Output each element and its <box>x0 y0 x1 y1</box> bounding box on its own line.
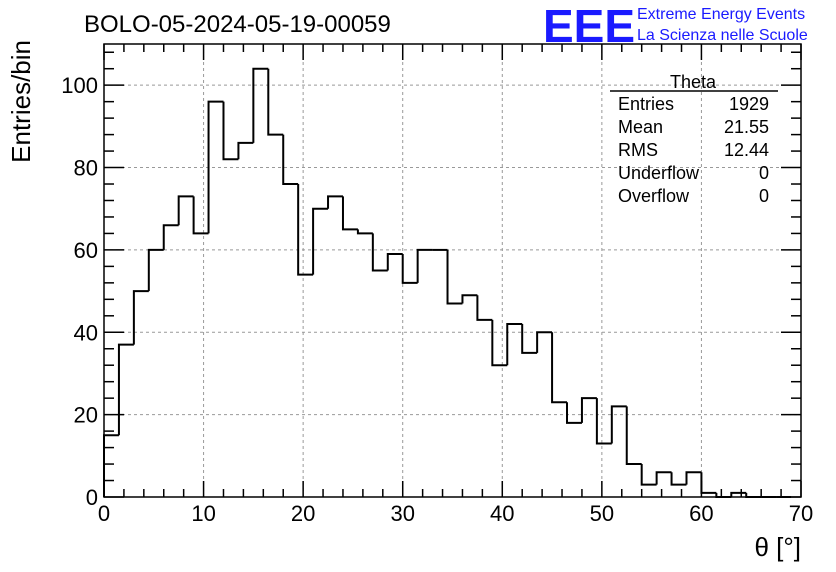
axes <box>103 43 802 498</box>
histogram-bin <box>476 295 493 321</box>
histogram-bin <box>177 195 194 226</box>
histogram-bin <box>237 141 254 160</box>
histogram-bin <box>566 402 582 424</box>
histogram-bin <box>356 229 373 235</box>
stats-label: Overflow <box>618 186 690 206</box>
y-tick-label: 0 <box>86 485 98 510</box>
histogram-bin <box>132 290 149 345</box>
histogram-bin <box>700 472 717 494</box>
stats-rows: Entries 1929 Mean 21.55 RMS 12.44 Underflow 0 Ov… <box>618 94 769 206</box>
histogram-bin <box>551 332 568 404</box>
x-tick-label: 70 <box>789 501 813 526</box>
x-tick-label: 60 <box>689 501 713 526</box>
stats-label: Mean <box>618 117 663 137</box>
histogram-bin <box>670 472 687 486</box>
histogram-bin <box>625 406 642 466</box>
x-tick-label: 0 <box>98 501 110 526</box>
histogram-bin <box>371 233 388 272</box>
histogram-bin <box>416 248 433 283</box>
histogram-bin <box>536 331 553 353</box>
grid-lines <box>104 44 801 497</box>
stats-box: Theta Entries 1929 Mean 21.55 RMS 12.44 Underf… <box>610 72 778 206</box>
stats-value: 12.44 <box>724 140 769 160</box>
histogram-bin <box>162 224 179 250</box>
histogram-bin <box>461 294 478 304</box>
x-tick-label: 30 <box>390 501 414 526</box>
histogram-series <box>103 67 792 498</box>
x-axis-label: θ [°] <box>754 532 801 562</box>
histogram-bin <box>655 471 672 485</box>
x-tick-label: 40 <box>490 501 514 526</box>
histogram-bin <box>327 195 343 209</box>
y-axis-label: Entries/bin <box>6 40 36 163</box>
histogram-bin <box>297 184 314 276</box>
y-tick-label: 60 <box>74 238 98 263</box>
stats-label: Entries <box>618 94 674 114</box>
histogram-bin <box>267 68 284 136</box>
eee-logo: EEE Extreme Energy Events La Scienza nel… <box>543 0 808 52</box>
histogram-bin <box>640 464 657 486</box>
histogram-bin <box>401 254 418 284</box>
histogram-bin <box>491 319 508 367</box>
x-tick-label: 10 <box>191 501 215 526</box>
histogram-bin <box>506 323 523 366</box>
histogram-bin <box>207 100 224 234</box>
stats-label: RMS <box>618 140 658 160</box>
histogram-bin <box>580 397 597 423</box>
histogram-bin <box>685 471 702 485</box>
stats-value: 21.55 <box>724 117 769 137</box>
y-tick-label: 40 <box>74 320 98 345</box>
x-tick-label: 50 <box>590 501 614 526</box>
tick-labels: 0 10 20 30 40 50 60 70 0 20 40 60 80 100 <box>61 73 813 526</box>
histogram-bin <box>386 253 403 271</box>
chart-title: BOLO-05-2024-05-19-00059 <box>84 11 391 38</box>
stats-value: 1929 <box>729 94 769 114</box>
histogram-bin <box>282 134 299 186</box>
histogram-bin <box>192 196 209 235</box>
stats-value: 0 <box>759 186 769 206</box>
plot-frame <box>103 43 802 498</box>
histogram-bin <box>595 398 612 445</box>
histogram-bin <box>117 343 134 436</box>
histogram-bin <box>222 101 239 161</box>
y-tick-label: 80 <box>74 156 98 181</box>
histogram-bin <box>103 434 119 497</box>
stats-label: Underflow <box>618 163 700 183</box>
y-tick-label: 20 <box>74 403 98 428</box>
y-tick-label: 100 <box>61 73 98 98</box>
histogram-bin <box>341 196 358 231</box>
histogram-bin <box>147 248 164 292</box>
histogram-bin <box>521 324 538 354</box>
logo-line2: La Scienza nelle Scuole <box>637 27 808 44</box>
logo-line1: Extreme Energy Events <box>637 6 805 23</box>
x-tick-label: 20 <box>291 501 315 526</box>
histogram-bin <box>252 67 269 143</box>
stats-title: Theta <box>670 72 717 92</box>
histogram-bin <box>610 405 627 444</box>
stats-value: 0 <box>759 163 769 183</box>
histogram-bin <box>446 249 463 305</box>
histogram-bin <box>312 207 329 275</box>
